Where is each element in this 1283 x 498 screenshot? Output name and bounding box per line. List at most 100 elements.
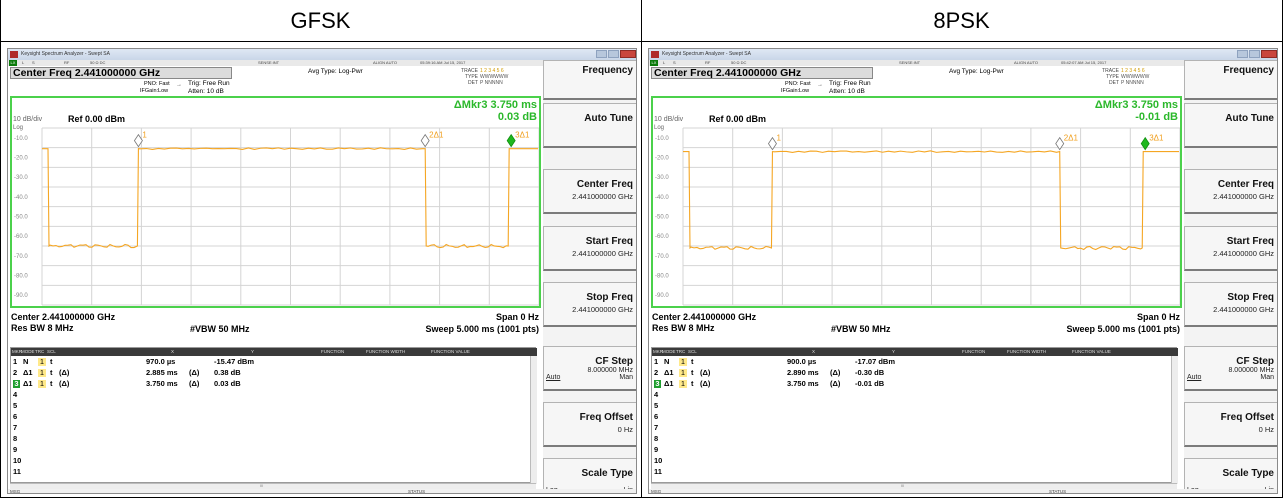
softkey-label: Stop Freq: [586, 292, 633, 303]
atten-label: Atten: 10 dB: [188, 88, 224, 95]
marker-diamond[interactable]: [506, 133, 516, 148]
marker-diamond[interactable]: [1140, 136, 1150, 151]
minimize-button[interactable]: [1237, 50, 1248, 58]
marker-table-row[interactable]: 2 Δ1 1 t (Δ) 2.885 ms (Δ) 0.38 dB: [11, 369, 531, 377]
marker-table-row[interactable]: 6: [11, 413, 531, 421]
marker-table-row[interactable]: 5: [11, 402, 531, 410]
marker-table-row[interactable]: 10: [652, 457, 1172, 465]
marker-table-column-header: Y: [892, 349, 896, 354]
cf-step-softkey[interactable]: CF Step 8.000000 MHz Auto Man: [543, 346, 636, 391]
marker-table-row[interactable]: 6: [652, 413, 1172, 421]
trace-plot[interactable]: -10.0 -20.0 -30.0 -40.0 -50.0 -60.0 -70.0 -80.0…: [651, 96, 1182, 308]
marker-diamond[interactable]: [133, 133, 143, 148]
close-button[interactable]: [620, 50, 636, 58]
center-freq-softkey[interactable]: Center Freq 2.441000000 GHz: [1184, 169, 1277, 214]
status-label: STATUS: [1049, 489, 1067, 494]
marker-mode: Δ1: [23, 379, 33, 388]
marker-table-row[interactable]: 10: [11, 457, 531, 465]
marker-table-row[interactable]: 1 N 1 t 970.0 µs -15.47 dBm: [11, 358, 531, 366]
trace-label: TRACE: [461, 68, 478, 74]
y-tick-label: -70.0: [655, 254, 669, 260]
avg-type-label: Avg Type: Log-Pwr: [949, 68, 1004, 75]
marker-table-row[interactable]: 2 Δ1 1 t (Δ) 2.890 ms (Δ) -0.30 dB: [652, 369, 1172, 377]
marker-table-row[interactable]: 11: [11, 468, 531, 476]
marker-y-delta: (Δ): [189, 368, 200, 377]
marker-table-row[interactable]: 7: [652, 424, 1172, 432]
start-freq-softkey[interactable]: Start Freq 2.441000000 GHz: [1184, 226, 1277, 271]
marker-table-scrollbar[interactable]: [530, 356, 537, 484]
marker-table-row[interactable]: 11: [652, 468, 1172, 476]
marker-table-row[interactable]: 9: [652, 446, 1172, 454]
marker-table-column-header: FUNCTION WIDTH: [1007, 349, 1047, 354]
vbw-footer: #VBW 50 MHz: [831, 324, 891, 334]
stop-freq-softkey[interactable]: Stop Freq 2.441000000 GHz: [1184, 282, 1277, 327]
maximize-button[interactable]: [1249, 50, 1260, 58]
marker-table-row[interactable]: 8: [11, 435, 531, 443]
center-freq-title[interactable]: Center Freq 2.441000000 GHz: [651, 67, 873, 79]
horizontal-scrollbar[interactable]: III: [651, 483, 1177, 490]
marker-scale: t: [50, 357, 53, 366]
start-freq-softkey[interactable]: Start Freq 2.441000000 GHz: [543, 226, 636, 271]
marker-table-column-header: MODE: [21, 349, 35, 354]
marker-scale: t: [50, 379, 53, 388]
marker-table-row[interactable]: 9: [11, 446, 531, 454]
close-button[interactable]: [1261, 50, 1277, 58]
marker-table-column-header: FUNCTION: [962, 349, 986, 354]
trace-values: 1 2 3 4 5 6 WWWWWW P NNNNN: [1121, 68, 1181, 86]
marker-table-row[interactable]: 8: [652, 435, 1172, 443]
status-item: S: [32, 60, 35, 65]
horizontal-scrollbar[interactable]: III: [10, 483, 536, 490]
scale-type-softkey[interactable]: Scale TypeLogLin: [543, 458, 636, 493]
marker-diamond[interactable]: [767, 136, 777, 151]
center-freq-softkey[interactable]: Center Freq 2.441000000 GHz: [543, 169, 636, 214]
frequency-softkey[interactable]: Frequency: [543, 60, 636, 100]
y-tick-label: -20.0: [655, 156, 669, 162]
marker-table-row[interactable]: 1 N 1 t 900.0 µs -17.07 dBm: [652, 358, 1172, 366]
softkey-label: Stop Freq: [1227, 292, 1274, 303]
softkey-label: Center Freq: [1217, 179, 1274, 190]
marker-diamond[interactable]: [1055, 136, 1065, 151]
instrument-status-line: LX L S RF 50 Ω DC SENSE:INT ALIGN AUTO 0…: [649, 60, 1184, 66]
pno-label: PNO: Fast: [144, 81, 170, 87]
marker-table-column-header: Y: [251, 349, 255, 354]
status-item: RF: [64, 60, 70, 65]
auto-tune-softkey[interactable]: Auto Tune: [543, 103, 636, 148]
maximize-button[interactable]: [608, 50, 619, 58]
stop-freq-softkey[interactable]: Stop Freq 2.441000000 GHz: [543, 282, 636, 327]
softkey-value: 8.000000 MHz: [1228, 367, 1274, 374]
marker-number: 6: [654, 412, 659, 421]
status-item: 50 Ω DC: [90, 60, 106, 65]
softkey-option[interactable]: Man: [619, 374, 633, 381]
marker-table-column-header: MKR: [12, 349, 22, 354]
marker-table-scrollbar[interactable]: [1171, 356, 1178, 484]
marker-diamond[interactable]: [420, 133, 430, 148]
auto-tune-softkey[interactable]: Auto Tune: [1184, 103, 1277, 148]
frequency-softkey[interactable]: Frequency: [1184, 60, 1277, 100]
marker-scale: t: [691, 368, 694, 377]
marker-table-row[interactable]: 3 Δ1 1 t (Δ) 3.750 ms (Δ) 0.03 dB: [11, 380, 531, 388]
softkey-option[interactable]: Auto: [1187, 374, 1202, 381]
freq-offset-softkey[interactable]: Freq Offset 0 Hz: [1184, 402, 1277, 447]
marker-table-row[interactable]: 5: [652, 402, 1172, 410]
marker-table-row[interactable]: 7: [11, 424, 531, 432]
marker-scale: t: [50, 368, 53, 377]
marker-table-row[interactable]: 4: [11, 391, 531, 399]
ifgain-label: IFGain:Low: [140, 88, 169, 94]
softkey-option[interactable]: Man: [1260, 374, 1274, 381]
softkey-option[interactable]: Auto: [546, 374, 561, 381]
trace-plot[interactable]: -10.0 -20.0 -30.0 -40.0 -50.0 -60.0 -70.0 -80.0…: [10, 96, 541, 308]
y-tick-label: -40.0: [14, 195, 28, 201]
cf-step-softkey[interactable]: CF Step 8.000000 MHz Auto Man: [1184, 346, 1277, 391]
freq-offset-softkey[interactable]: Freq Offset 0 Hz: [543, 402, 636, 447]
marker-table-row[interactable]: 3 Δ1 1 t (Δ) 3.750 ms (Δ) -0.01 dB: [652, 380, 1172, 388]
marker-trace: 1: [38, 357, 46, 366]
status-item: 50 Ω DC: [731, 60, 747, 65]
softkey-panel: Frequency Auto Tune Center Freq 2.441000000…: [543, 60, 636, 493]
softkey-label: Frequency: [1223, 65, 1274, 76]
minimize-button[interactable]: [596, 50, 607, 58]
marker-y-value: 0.38 dB: [214, 368, 241, 377]
center-freq-title[interactable]: Center Freq 2.441000000 GHz: [10, 67, 232, 79]
lx-badge: LX: [650, 60, 658, 66]
marker-x-value: 2.890 ms: [787, 368, 819, 377]
marker-table-row[interactable]: 4: [652, 391, 1172, 399]
